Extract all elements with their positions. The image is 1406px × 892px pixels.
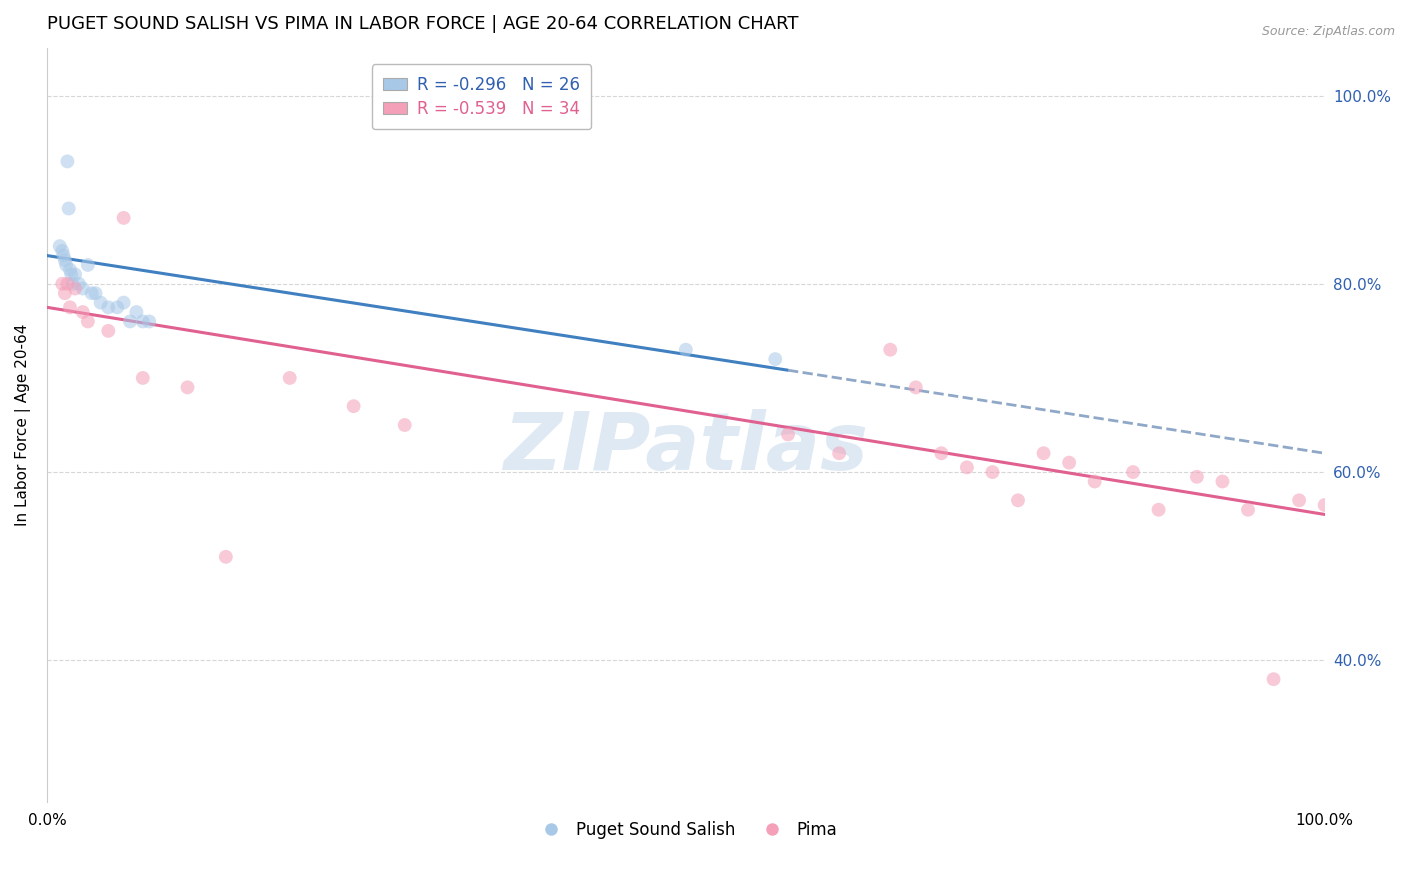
Point — [112, 211, 135, 225]
Point — [112, 295, 135, 310]
Point — [53, 253, 76, 268]
Point — [53, 286, 76, 301]
Point — [55, 258, 77, 272]
Point — [67, 277, 90, 291]
Point — [1084, 475, 1107, 489]
Point — [62, 277, 84, 291]
Point — [215, 549, 238, 564]
Point — [76, 258, 98, 272]
Point — [97, 301, 120, 315]
Point — [1185, 470, 1208, 484]
Point — [56, 277, 79, 291]
Point — [1007, 493, 1029, 508]
Text: ZIPatlas: ZIPatlas — [503, 409, 869, 487]
Point — [51, 277, 73, 291]
Point — [931, 446, 953, 460]
Point — [394, 417, 416, 432]
Point — [1237, 502, 1260, 516]
Point — [52, 248, 75, 262]
Legend: Puget Sound Salish, Pima: Puget Sound Salish, Pima — [527, 814, 844, 846]
Point — [118, 314, 141, 328]
Point — [105, 301, 128, 315]
Point — [51, 244, 73, 258]
Point — [76, 314, 98, 328]
Point — [176, 380, 198, 394]
Point — [72, 281, 94, 295]
Point — [1211, 475, 1233, 489]
Point — [72, 305, 94, 319]
Point — [343, 399, 366, 413]
Point — [776, 427, 799, 442]
Point — [763, 352, 786, 367]
Point — [84, 286, 107, 301]
Text: PUGET SOUND SALISH VS PIMA IN LABOR FORCE | AGE 20-64 CORRELATION CHART: PUGET SOUND SALISH VS PIMA IN LABOR FORC… — [46, 15, 799, 33]
Point — [97, 324, 120, 338]
Point — [1032, 446, 1054, 460]
Point — [80, 286, 103, 301]
Point — [138, 314, 160, 328]
Point — [904, 380, 927, 394]
Point — [675, 343, 697, 357]
Point — [63, 281, 86, 295]
Point — [132, 371, 155, 385]
Point — [90, 295, 112, 310]
Point — [1147, 502, 1170, 516]
Point — [132, 314, 155, 328]
Point — [59, 262, 82, 277]
Y-axis label: In Labor Force | Age 20-64: In Labor Force | Age 20-64 — [15, 324, 31, 526]
Point — [879, 343, 901, 357]
Point — [56, 154, 79, 169]
Point — [48, 239, 70, 253]
Point — [828, 446, 851, 460]
Point — [125, 305, 148, 319]
Point — [1057, 456, 1080, 470]
Point — [60, 268, 83, 282]
Text: Source: ZipAtlas.com: Source: ZipAtlas.com — [1261, 25, 1395, 38]
Point — [956, 460, 979, 475]
Point — [59, 301, 82, 315]
Point — [981, 465, 1004, 479]
Point — [278, 371, 301, 385]
Point — [1313, 498, 1336, 512]
Point — [1122, 465, 1144, 479]
Point — [1288, 493, 1310, 508]
Point — [63, 268, 86, 282]
Point — [1263, 672, 1285, 686]
Point — [58, 202, 80, 216]
